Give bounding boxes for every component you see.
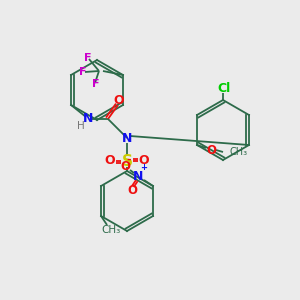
Text: CH₃: CH₃ <box>101 225 121 235</box>
Text: N: N <box>133 169 143 182</box>
Text: F: F <box>92 79 100 89</box>
Text: N: N <box>122 131 132 145</box>
Text: O: O <box>114 94 124 106</box>
Text: O: O <box>206 143 216 157</box>
Text: +: + <box>140 164 148 172</box>
Text: F: F <box>84 53 92 63</box>
Text: CH₃: CH₃ <box>229 147 247 157</box>
Text: S: S <box>122 154 133 169</box>
Text: O: O <box>105 154 115 167</box>
Text: O: O <box>127 184 137 197</box>
Text: O: O <box>120 160 130 173</box>
Text: -: - <box>127 155 131 165</box>
Text: N: N <box>83 112 93 125</box>
Text: F: F <box>79 67 87 77</box>
Text: H: H <box>77 121 85 131</box>
Text: Cl: Cl <box>218 82 231 95</box>
Text: O: O <box>139 154 149 167</box>
